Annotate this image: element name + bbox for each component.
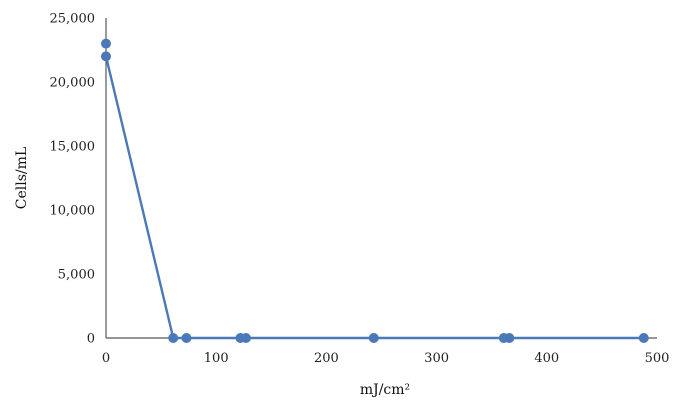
- x-tick-label: 500: [645, 351, 670, 366]
- data-point: [181, 333, 192, 343]
- y-tick-label: 0: [87, 332, 95, 347]
- x-tick-label: 100: [204, 351, 229, 366]
- x-axis-title: mJ/cm²: [360, 382, 410, 398]
- y-tick-label: 5,000: [58, 268, 95, 283]
- data-point: [638, 333, 649, 343]
- data-point: [368, 333, 379, 343]
- data-point: [168, 333, 179, 343]
- x-tick-label: 200: [314, 351, 339, 366]
- y-tick-label: 20,000: [50, 76, 96, 91]
- data-point: [240, 333, 251, 343]
- y-axis-title: Cells/mL: [14, 147, 30, 209]
- x-tick-label: 300: [424, 351, 449, 366]
- y-tick-labels: 0 5,000 10,000 15,000 20,000 25,000: [50, 12, 96, 347]
- y-tick-label: 10,000: [50, 204, 96, 219]
- y-tick-label: 25,000: [50, 12, 96, 27]
- data-point: [101, 38, 111, 49]
- y-tick-label: 15,000: [50, 140, 96, 155]
- x-tick-labels: 0 100 200 300 400 500: [102, 351, 670, 366]
- data-point: [101, 51, 111, 62]
- x-tick-label: 0: [102, 351, 110, 366]
- series-line: [104, 56, 644, 340]
- series: [101, 38, 649, 343]
- x-tick-label: 400: [534, 351, 559, 366]
- data-point: [504, 333, 515, 343]
- axes: [105, 18, 657, 339]
